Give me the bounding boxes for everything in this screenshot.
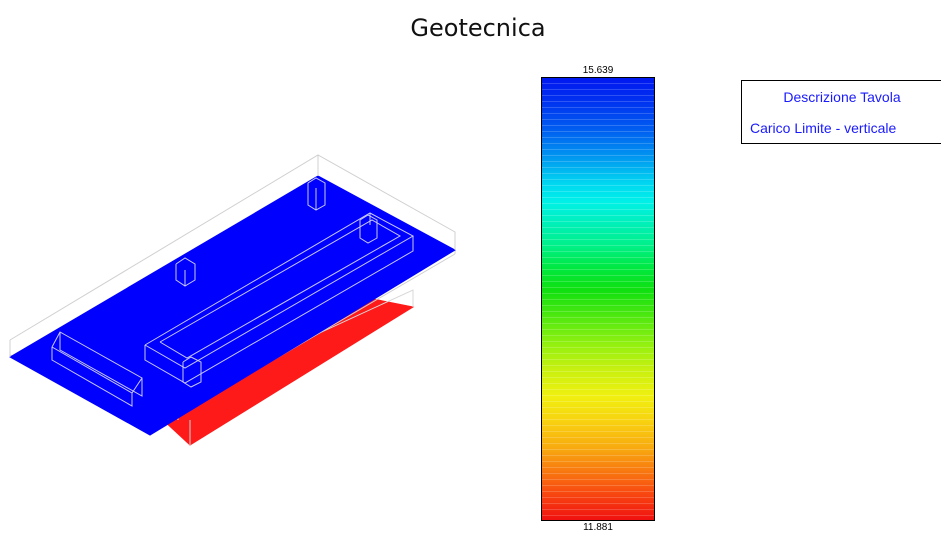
legend-box: Descrizione Tavola Carico Limite - verti…: [741, 80, 941, 144]
beam-left: [51, 331, 143, 407]
color-scale-bar: [541, 77, 655, 521]
legend-description: Carico Limite - verticale: [750, 120, 897, 136]
pillar-top: [307, 177, 326, 211]
legend-title: Descrizione Tavola: [783, 89, 901, 105]
color-scale-bands: [542, 78, 654, 520]
pillar-mid: [175, 257, 196, 287]
page-title: Geotecnica: [410, 14, 546, 42]
scale-max-label: 15.639: [582, 65, 614, 76]
pillar-right: [359, 214, 378, 244]
pillar-lower: [182, 356, 202, 388]
scale-min-label: 11.881: [583, 522, 613, 533]
slab-wire-top: [9, 154, 456, 341]
